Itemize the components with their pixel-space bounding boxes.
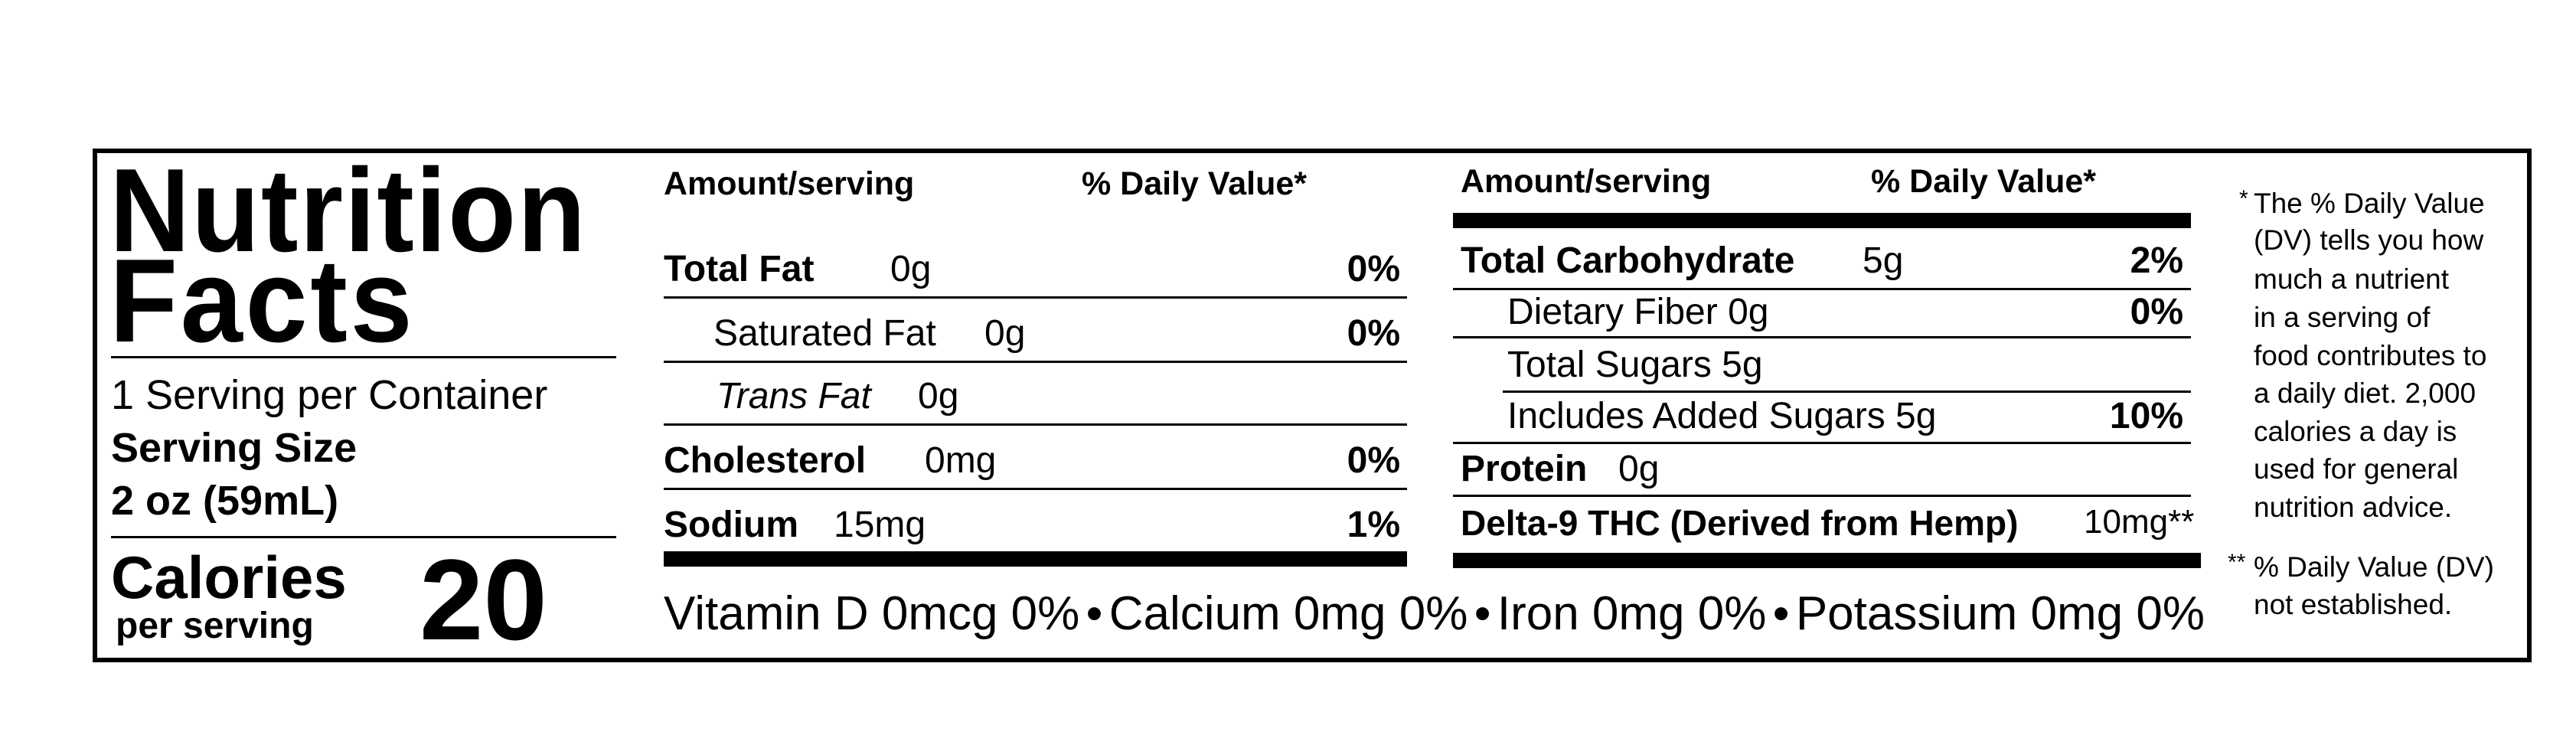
footnote-line: (DV) tells you how xyxy=(2254,224,2484,256)
header-dv: % Daily Value* xyxy=(1082,165,1307,202)
title-nutrition: Nutrition xyxy=(109,144,587,276)
thick-divider xyxy=(1453,213,2191,228)
serving-size-value: 2 oz (59mL) xyxy=(111,478,339,524)
footnote-star: * xyxy=(2239,186,2248,211)
row-name: Trans Fat xyxy=(717,376,871,417)
calories-value: 20 xyxy=(420,535,547,664)
row-amount: 0g xyxy=(918,376,959,417)
row-name: Delta-9 THC (Derived from Hemp) xyxy=(1461,503,2019,543)
title-facts: Facts xyxy=(109,234,416,367)
footnote-line: much a nutrient xyxy=(2254,263,2450,295)
divider xyxy=(111,536,616,538)
row-amount: 0g xyxy=(984,313,1026,354)
bullet: • xyxy=(1086,587,1103,640)
vitamins-row: Vitamin D 0mcg 0% • Calcium 0mg 0% • Iro… xyxy=(664,590,2205,638)
row-name: Total Sugars 5g xyxy=(1507,345,1763,385)
row-amount: 10mg** xyxy=(2084,503,2195,541)
row-name: Sodium xyxy=(664,505,798,545)
row-dv: 2% xyxy=(2130,240,2183,281)
row-name: Total Carbohydrate xyxy=(1461,240,1795,281)
row-dv: 10% xyxy=(2109,396,2183,436)
divider xyxy=(1453,288,2191,290)
footnote-line: calories a day is xyxy=(2254,416,2457,447)
row-amount: 0g xyxy=(1618,449,1660,489)
thick-divider xyxy=(1453,553,2201,568)
divider xyxy=(111,356,616,358)
row-dv: 0% xyxy=(1347,249,1400,289)
footnote-double-star: ** xyxy=(2228,550,2246,575)
servings-per-container: 1 Serving per Container xyxy=(111,372,548,418)
row-name: Protein xyxy=(1461,449,1588,489)
footnote-line: food contributes to xyxy=(2254,340,2487,371)
row-amount: 15mg xyxy=(834,505,926,545)
divider xyxy=(1453,495,2191,497)
row-dv: 0% xyxy=(1347,313,1400,354)
row-amount: 0g xyxy=(890,249,932,289)
divider xyxy=(664,296,1407,299)
row-dv: 1% xyxy=(1347,505,1400,545)
iron: Iron 0mg 0% xyxy=(1497,587,1767,640)
bullet: • xyxy=(1474,587,1491,640)
row-name: Cholesterol xyxy=(664,440,867,481)
divider xyxy=(1453,336,2191,338)
row-name: Dietary Fiber 0g xyxy=(1507,292,1769,332)
footnote-line: nutrition advice. xyxy=(2254,492,2453,523)
thick-divider xyxy=(664,551,1407,567)
serving-size-label: Serving Size xyxy=(111,425,358,471)
row-amount: 5g xyxy=(1863,240,1904,281)
divider xyxy=(664,361,1407,363)
divider xyxy=(664,488,1407,490)
footnote-line: not established. xyxy=(2254,589,2453,620)
divider xyxy=(1503,390,2191,393)
footnote-line: % Daily Value (DV) xyxy=(2254,551,2494,583)
bullet: • xyxy=(1772,587,1790,640)
calcium: Calcium 0mg 0% xyxy=(1108,587,1468,640)
footnote-line: in a serving of xyxy=(2254,302,2431,333)
header-amount: Amount/serving xyxy=(664,165,915,202)
divider xyxy=(664,423,1407,426)
row-name: Saturated Fat xyxy=(713,313,936,354)
row-amount: 0mg xyxy=(925,440,997,481)
header-amount: Amount/serving xyxy=(1461,163,1712,200)
header-dv: % Daily Value* xyxy=(1871,163,2096,200)
calories-sub: per serving xyxy=(116,606,314,646)
footnote-line: The % Daily Value xyxy=(2254,188,2485,219)
nutrition-label-frame xyxy=(93,149,2532,662)
row-name: Total Fat xyxy=(664,249,815,289)
divider xyxy=(1453,442,2191,444)
footnote-line: a daily diet. 2,000 xyxy=(2254,377,2476,409)
row-name: Includes Added Sugars 5g xyxy=(1507,396,1937,436)
vitamin-d: Vitamin D 0mcg 0% xyxy=(664,587,1080,640)
footnote-line: used for general xyxy=(2254,453,2459,485)
potassium: Potassium 0mg 0% xyxy=(1795,587,2205,640)
calories-label: Calories xyxy=(111,544,347,611)
row-dv: 0% xyxy=(2130,292,2183,332)
row-dv: 0% xyxy=(1347,440,1400,481)
